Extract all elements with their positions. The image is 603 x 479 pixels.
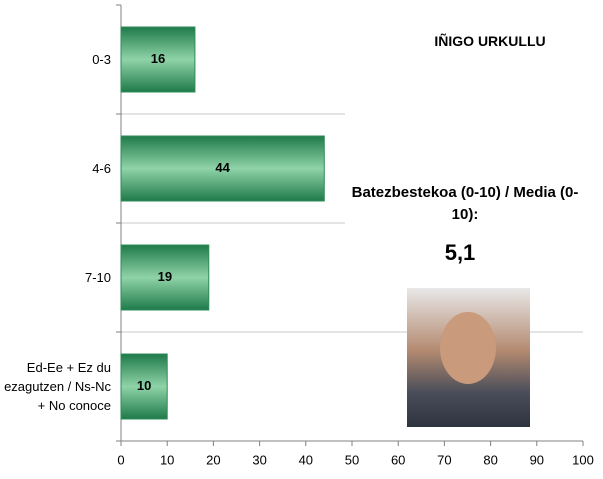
bar-value-label: 19 xyxy=(158,269,172,284)
x-tick-label: 30 xyxy=(252,452,266,467)
y-tick-label: 0-3 xyxy=(3,50,111,69)
mean-label: Batezbestekoa (0-10) / Media (0-10): xyxy=(350,182,580,226)
x-tick-label: 20 xyxy=(206,452,220,467)
name-label: IÑIGO URKULLU xyxy=(390,33,590,49)
bar-value-label: 10 xyxy=(137,378,151,393)
portrait-face xyxy=(440,312,496,384)
x-tick-label: 40 xyxy=(299,452,313,467)
y-tick-label: Ed-Ee + Ez du ezagutzen / Ns-Nc + No con… xyxy=(3,358,111,415)
x-tick-label: 100 xyxy=(572,452,594,467)
x-tick-label: 0 xyxy=(117,452,124,467)
x-tick-label: 80 xyxy=(483,452,497,467)
x-tick-label: 90 xyxy=(530,452,544,467)
x-tick-label: 50 xyxy=(345,452,359,467)
y-tick-label: 4-6 xyxy=(3,159,111,178)
mean-value: 5,1 xyxy=(400,240,520,266)
bar-value-label: 44 xyxy=(215,160,230,175)
x-tick-label: 70 xyxy=(437,452,451,467)
x-tick-label: 60 xyxy=(391,452,405,467)
y-tick-label: 7-10 xyxy=(3,268,111,287)
x-tick-label: 10 xyxy=(160,452,174,467)
bar-value-label: 16 xyxy=(151,51,165,66)
chart: 0 10 20 30 40 50 60 70 80 90 100 16 44 19 10 IÑIGO URK… xyxy=(0,0,603,479)
